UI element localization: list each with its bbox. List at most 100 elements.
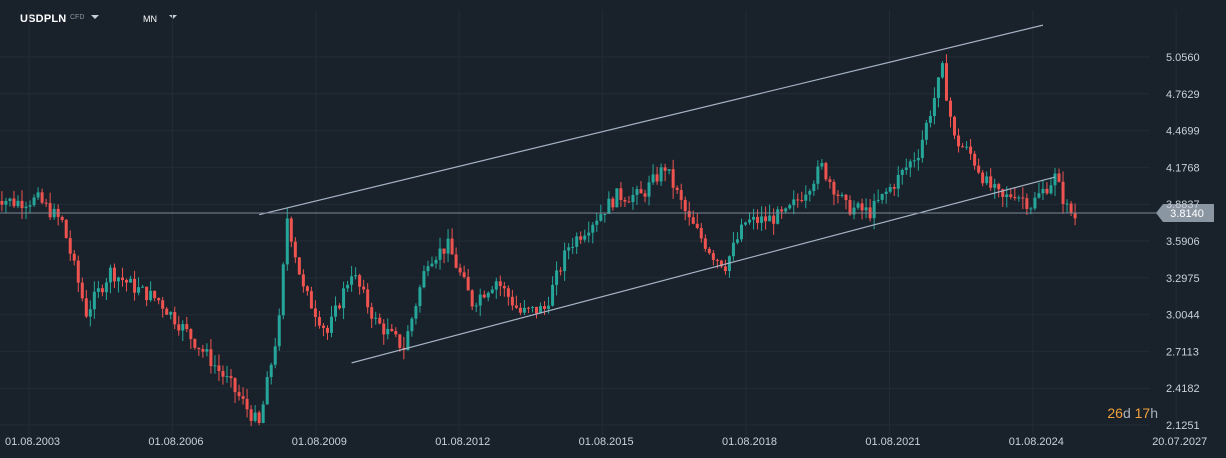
candle-body <box>88 309 92 317</box>
candle-body <box>374 317 378 319</box>
candle-body <box>446 238 450 254</box>
candle-body <box>293 241 297 258</box>
candle-body <box>1061 181 1065 204</box>
candle-body <box>675 187 679 191</box>
candle-body <box>607 198 611 214</box>
candle-body <box>908 161 912 168</box>
candle-body <box>24 206 28 209</box>
candle-body <box>539 306 543 314</box>
y-tick-label: 3.5906 <box>1166 236 1200 248</box>
candle-body <box>450 238 454 255</box>
candle-body <box>197 347 201 350</box>
candle-body <box>748 219 752 223</box>
candle-body <box>916 157 920 161</box>
current-price-tag <box>1156 203 1214 222</box>
candle-body <box>583 235 587 240</box>
candle-body <box>1037 193 1041 198</box>
candle-body <box>567 247 571 251</box>
candle-body <box>1045 188 1049 194</box>
y-tick-label: 4.1768 <box>1166 162 1200 174</box>
candle-body <box>957 135 961 147</box>
candle-body <box>60 216 64 220</box>
candle-body <box>313 308 317 317</box>
candle-body <box>434 259 438 264</box>
symbol-selector[interactable]: USDPLN <box>20 13 67 25</box>
candle-body <box>816 166 820 184</box>
y-tick-label: 3.0044 <box>1166 310 1200 322</box>
candle-body <box>229 376 233 379</box>
candle-body <box>165 308 169 315</box>
candle-body <box>820 163 824 167</box>
countdown-days: 26 <box>1107 405 1123 421</box>
candle-body <box>334 305 338 317</box>
y-tick-label: 2.7113 <box>1166 346 1199 358</box>
candle-body <box>1041 188 1045 194</box>
y-tick-label: 3.2975 <box>1166 273 1200 285</box>
candle-body <box>715 259 719 261</box>
candle-body <box>824 163 828 180</box>
candle-body <box>149 290 153 301</box>
x-tick-label: 01.08.2006 <box>148 436 203 448</box>
current-price-label: 3.8140 <box>1170 208 1204 220</box>
chart-toolbar: USDPLN CFD MN <box>0 0 420 34</box>
symbol-dropdown-caret-icon[interactable] <box>91 15 99 19</box>
trendline-channel[interactable] <box>259 24 1056 364</box>
candle-body <box>346 284 350 289</box>
candle-body <box>663 167 667 171</box>
candle-body <box>953 116 957 136</box>
candle-body <box>1013 196 1017 199</box>
candle-body <box>647 182 651 197</box>
candle-body <box>64 219 68 239</box>
candle-body <box>80 282 84 299</box>
candle-body <box>784 208 788 212</box>
candle-body <box>325 327 329 333</box>
candle-body <box>615 188 619 208</box>
candle-body <box>526 307 530 309</box>
current-price-line: 3.8140 <box>0 203 1214 222</box>
candle-body <box>309 291 313 309</box>
candle-body <box>32 197 36 206</box>
candle-body <box>800 200 804 202</box>
candle-body <box>137 287 141 293</box>
candle-body <box>370 307 374 319</box>
candle-body <box>257 412 261 423</box>
candle-body <box>141 286 145 288</box>
y-tick-label: 3.8837 <box>1166 199 1200 211</box>
timeframe-selector[interactable]: MN <box>143 14 157 24</box>
candle-body <box>1009 194 1013 197</box>
candle-body <box>112 267 116 282</box>
candle-body <box>153 290 157 299</box>
candle-body <box>571 246 575 248</box>
candle-body <box>707 248 711 254</box>
x-tick-label: 01.08.2024 <box>1009 436 1064 448</box>
timeframe-dropdown-caret-icon[interactable] <box>169 15 177 19</box>
candle-body <box>711 253 715 260</box>
candle-body <box>848 200 852 215</box>
candle-body <box>808 191 812 195</box>
candle-body <box>659 167 663 182</box>
candle-body <box>852 207 856 215</box>
candle-body <box>530 306 534 308</box>
candle-body <box>494 281 498 290</box>
candle-body <box>281 264 285 316</box>
candle-body <box>125 280 129 283</box>
trendline <box>351 176 1056 364</box>
candle-body <box>1053 173 1057 186</box>
candle-body <box>1005 194 1009 198</box>
candle-body <box>277 315 281 347</box>
candle-body <box>1029 208 1033 210</box>
candle-body <box>474 305 478 307</box>
candle-body <box>587 232 591 236</box>
candle-body <box>864 207 868 211</box>
candle-body <box>876 199 880 201</box>
candle-body <box>329 316 333 333</box>
candle-body <box>928 116 932 123</box>
candle-body <box>20 200 24 209</box>
candle-body <box>430 263 434 267</box>
candle-body <box>510 296 514 306</box>
candle-body <box>924 122 928 140</box>
candle-body <box>627 201 631 203</box>
candle-body <box>764 216 768 222</box>
candle-body <box>506 288 510 297</box>
